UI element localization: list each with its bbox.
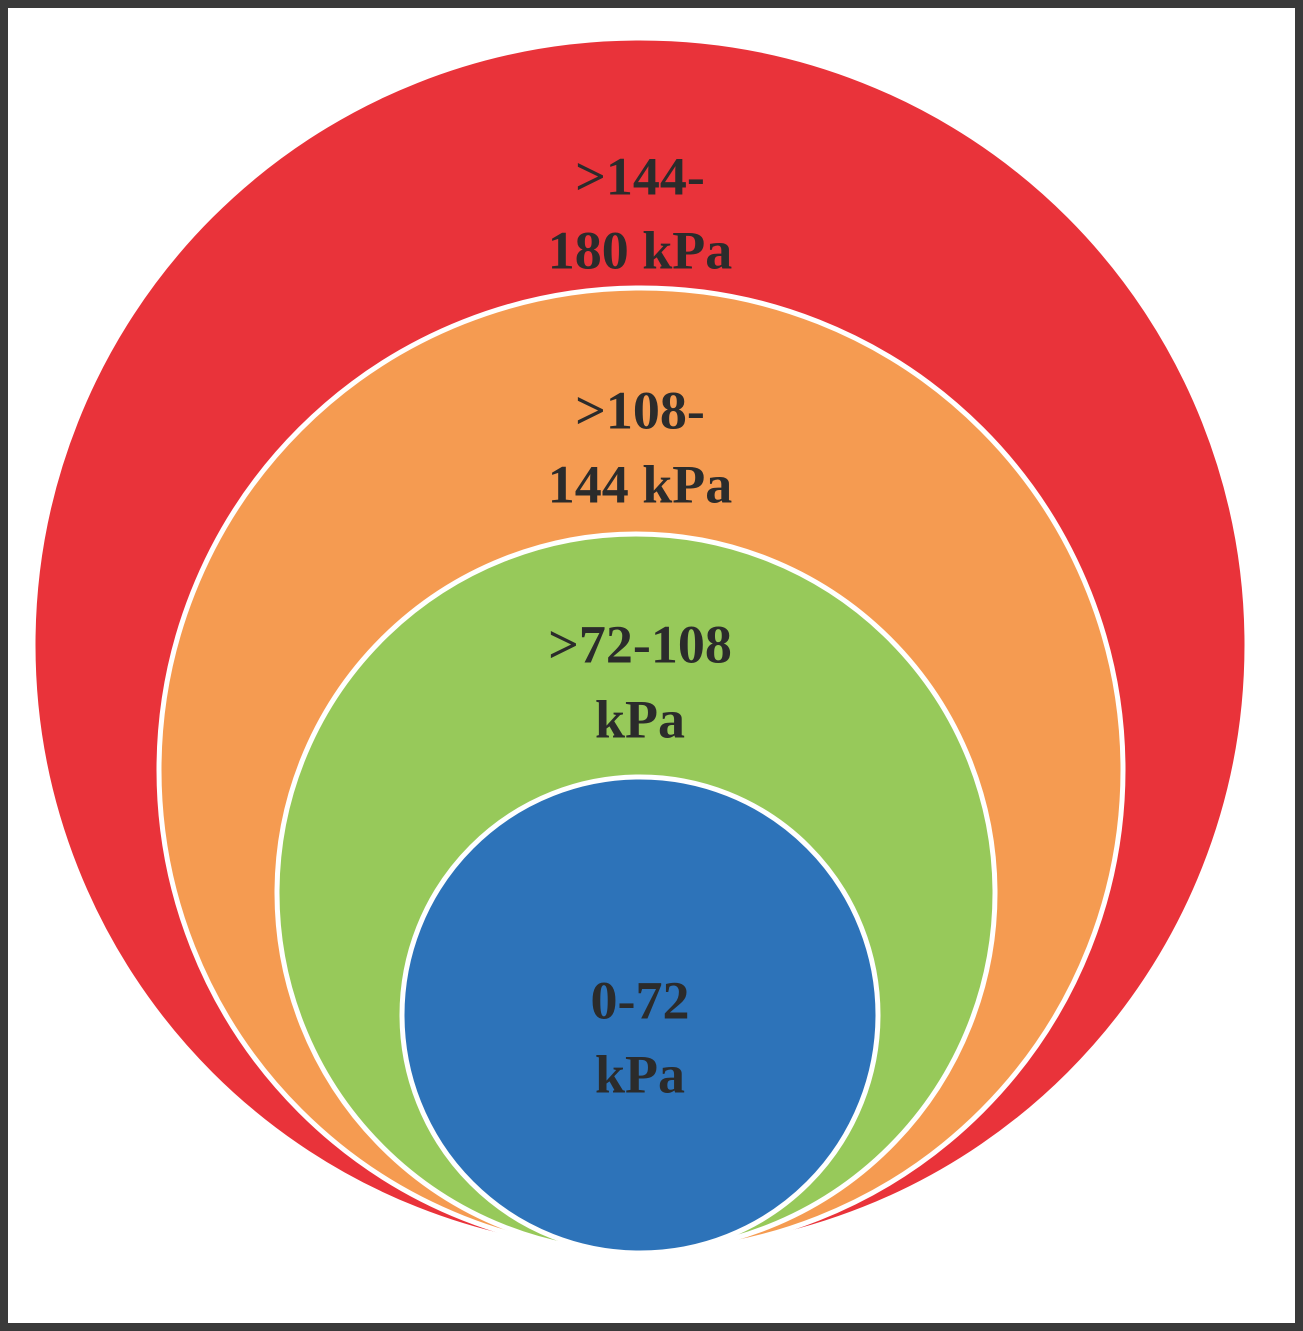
ring-label: 144 kPa xyxy=(548,454,733,514)
ring-label: >108- xyxy=(575,380,705,440)
ring-label: kPa xyxy=(595,1044,685,1104)
ring-label: >72-108 xyxy=(548,614,732,674)
ring-label: 180 kPa xyxy=(548,220,733,280)
ring-label: 0-72 xyxy=(591,970,690,1030)
ring-label: kPa xyxy=(595,689,685,749)
ring-inner xyxy=(399,774,881,1256)
ring-label: >144- xyxy=(575,146,705,206)
